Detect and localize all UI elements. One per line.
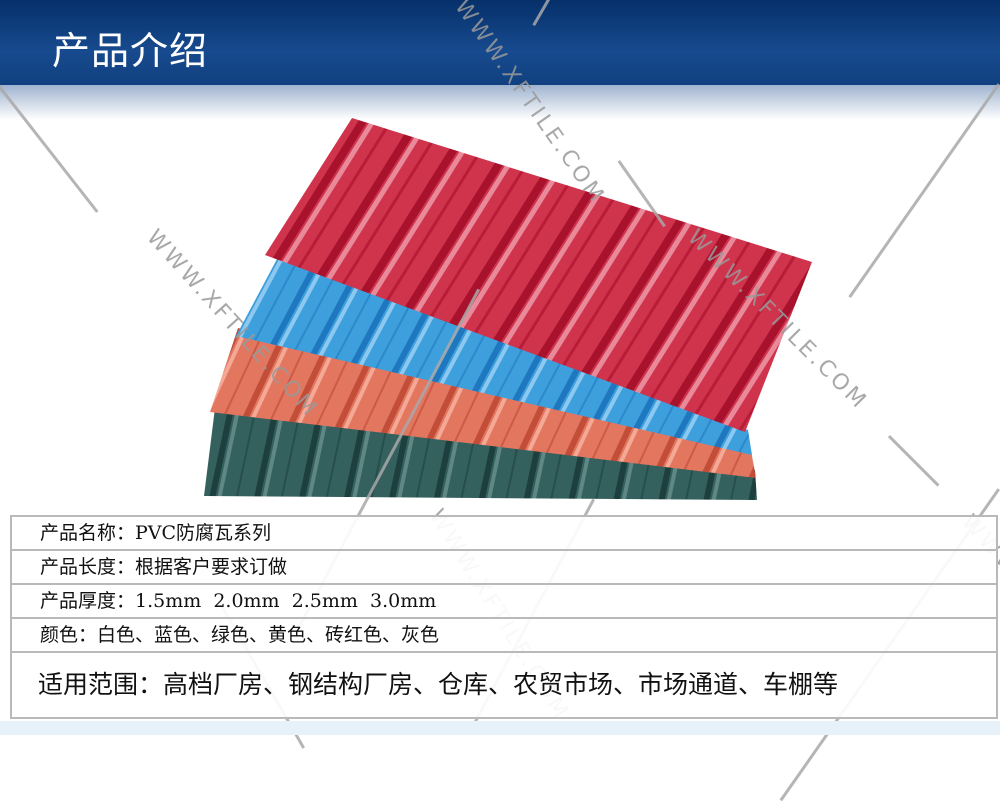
spec-row-thickness: 产品厚度：1.5mm 2.0mm 2.5mm 3.0mm (12, 585, 996, 619)
red-sheet (265, 118, 812, 432)
green-sheet (204, 408, 757, 500)
footer-strip (0, 721, 1000, 735)
salmon-sheet (210, 328, 756, 478)
spec-row-length: 产品长度：根据客户要求订做 (12, 551, 996, 585)
spec-row-name: 产品名称：PVC防腐瓦系列 (12, 517, 996, 551)
spec-row-applications: 适用范围：高档厂房、钢结构厂房、仓库、农贸市场、市场通道、车棚等 (38, 670, 839, 699)
spec-row-colors: 颜色：白色、蓝色、绿色、黄色、砖红色、灰色 (12, 619, 996, 653)
header-banner (0, 0, 1000, 85)
page-title: 产品介绍 (52, 29, 209, 73)
product-image-roof-sheets (204, 118, 812, 500)
header-fade (0, 85, 1000, 120)
spec-table: 产品名称：PVC防腐瓦系列 产品长度：根据客户要求订做 产品厚度：1.5mm 2… (10, 515, 998, 719)
